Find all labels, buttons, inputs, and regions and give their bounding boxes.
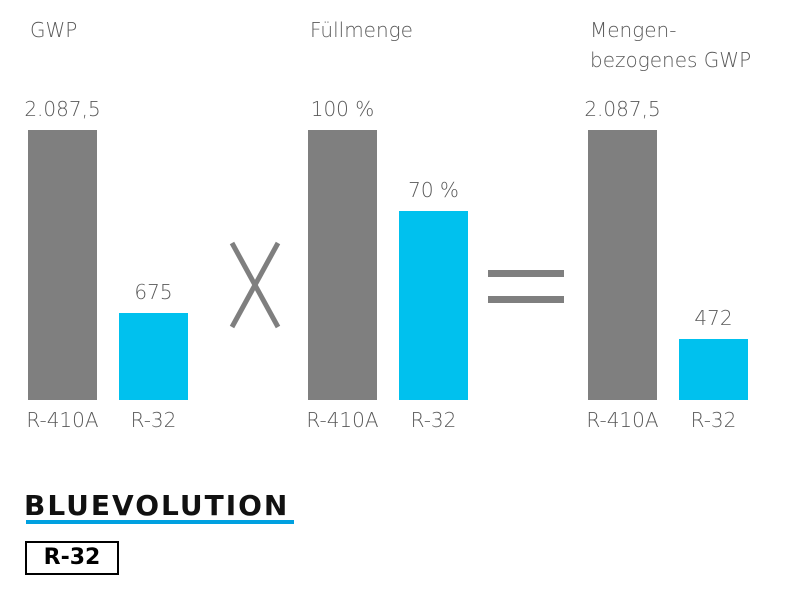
bar [399, 211, 468, 400]
logo-text: BLUEVOLUTION [24, 489, 290, 522]
badge-frame [25, 541, 119, 575]
bar [119, 312, 188, 400]
category-label: R-410A [306, 408, 379, 432]
category-label: R-32 [410, 408, 457, 432]
equals-sign-bar [488, 296, 564, 303]
logo-underline [26, 520, 294, 524]
value-label: 2.087,5 [584, 97, 661, 121]
category-label: R-410A [26, 408, 99, 432]
category-label: R-32 [130, 408, 177, 432]
bar [588, 130, 657, 400]
value-label: 70 % [408, 178, 459, 202]
category-label: R-32 [690, 408, 737, 432]
value-label: 472 [694, 305, 733, 330]
bar [308, 130, 377, 400]
chart-title: Mengen- bezogenes GWP [590, 18, 752, 72]
bar [28, 130, 97, 400]
category-label: R-410A [586, 408, 659, 432]
equals-sign-bar [488, 270, 564, 277]
value-label: 2.087,5 [24, 97, 101, 121]
value-label: 100 % [310, 97, 375, 121]
badge-text: R-32 [43, 545, 101, 570]
value-label: 675 [134, 279, 173, 304]
times-sign-stroke [229, 241, 281, 329]
chart-title: GWP [30, 18, 78, 42]
chart-title: Füllmenge [310, 18, 413, 42]
bar [679, 338, 748, 400]
